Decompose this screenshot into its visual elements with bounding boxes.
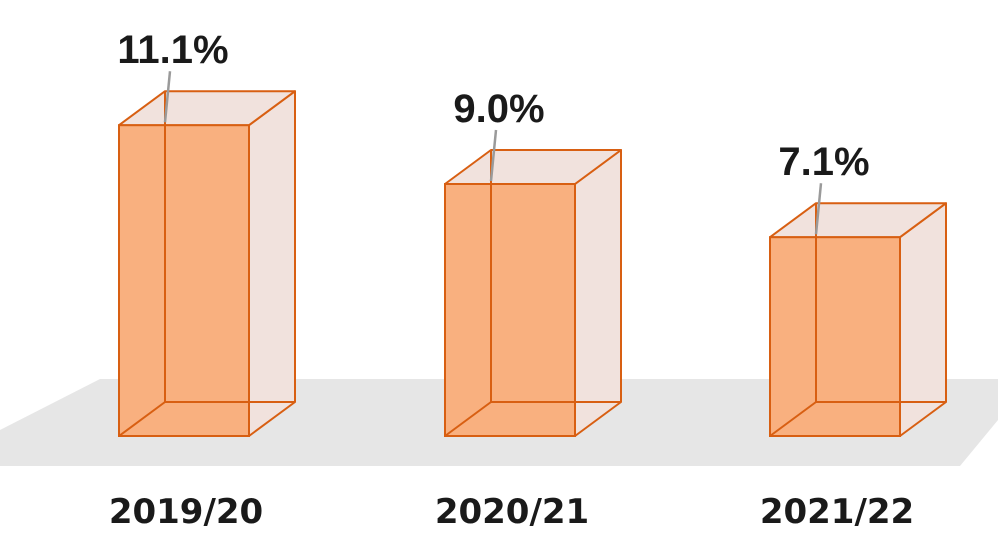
bar-hidden-edge [444, 401, 492, 437]
bars-group [118, 71, 947, 437]
bar-front-face [769, 236, 901, 437]
bar-front-face [444, 183, 576, 437]
bar-2 [444, 129, 622, 437]
bar-hidden-edge [769, 401, 817, 437]
category-label: 2019/20 [109, 492, 263, 532]
value-leader-line [814, 183, 823, 235]
value-leader-line [489, 129, 498, 182]
bar-side-face [574, 149, 622, 437]
labels-group: 11.1% 2019/20 9.0% 2020/21 7.1% 2021/22 [109, 28, 914, 532]
bar-3 [769, 183, 947, 437]
bar-front-face [118, 124, 250, 437]
bar-hidden-edge [118, 401, 166, 437]
bar-side-face [248, 90, 296, 437]
value-label: 11.1% [117, 28, 228, 72]
bar-1 [118, 71, 296, 437]
category-label: 2020/21 [435, 492, 589, 532]
value-leader-line [163, 71, 172, 123]
value-label: 9.0% [453, 87, 544, 131]
value-label: 7.1% [778, 140, 869, 184]
category-label: 2021/22 [760, 492, 914, 532]
